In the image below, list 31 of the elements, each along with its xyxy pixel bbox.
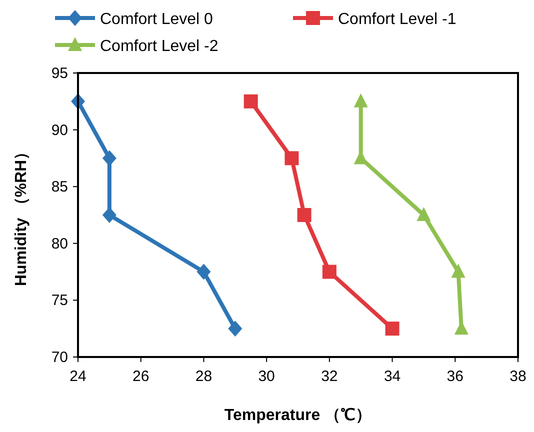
point bbox=[228, 320, 242, 337]
y-tick-label: 95 bbox=[51, 65, 68, 82]
point bbox=[354, 93, 368, 108]
x-tick-label: 24 bbox=[70, 368, 86, 385]
point bbox=[244, 94, 258, 108]
point bbox=[297, 208, 312, 222]
y-tick-label: 80 bbox=[51, 235, 68, 252]
x-tick-label: 26 bbox=[132, 368, 150, 385]
y-tick-label: 85 bbox=[51, 178, 68, 196]
x-tick-label: 28 bbox=[195, 368, 212, 385]
point bbox=[284, 151, 299, 166]
legend-label: Comfort Level -2 bbox=[100, 38, 218, 55]
y-tick-label: 90 bbox=[51, 122, 68, 139]
point bbox=[102, 207, 116, 223]
point bbox=[322, 264, 336, 279]
x-tick-label: 38 bbox=[510, 368, 526, 385]
y-tick-label: 75 bbox=[51, 292, 68, 310]
x-tick-label: 32 bbox=[321, 368, 338, 385]
y-axis-title: Humidity （%RH） bbox=[13, 144, 30, 286]
point bbox=[102, 150, 116, 166]
legend-label: Comfort Level 0 bbox=[100, 11, 214, 28]
x-tick-label: 34 bbox=[384, 368, 401, 385]
x-tick-label: 36 bbox=[446, 368, 464, 385]
point bbox=[196, 264, 211, 280]
legend-label: Comfort Level -1 bbox=[338, 11, 456, 28]
x-tick-label: 30 bbox=[258, 368, 275, 385]
point bbox=[451, 264, 466, 278]
point bbox=[416, 207, 431, 221]
point bbox=[385, 322, 400, 336]
x-axis-title: Temperature （℃） bbox=[224, 407, 372, 424]
y-tick-label: 70 bbox=[51, 349, 68, 366]
